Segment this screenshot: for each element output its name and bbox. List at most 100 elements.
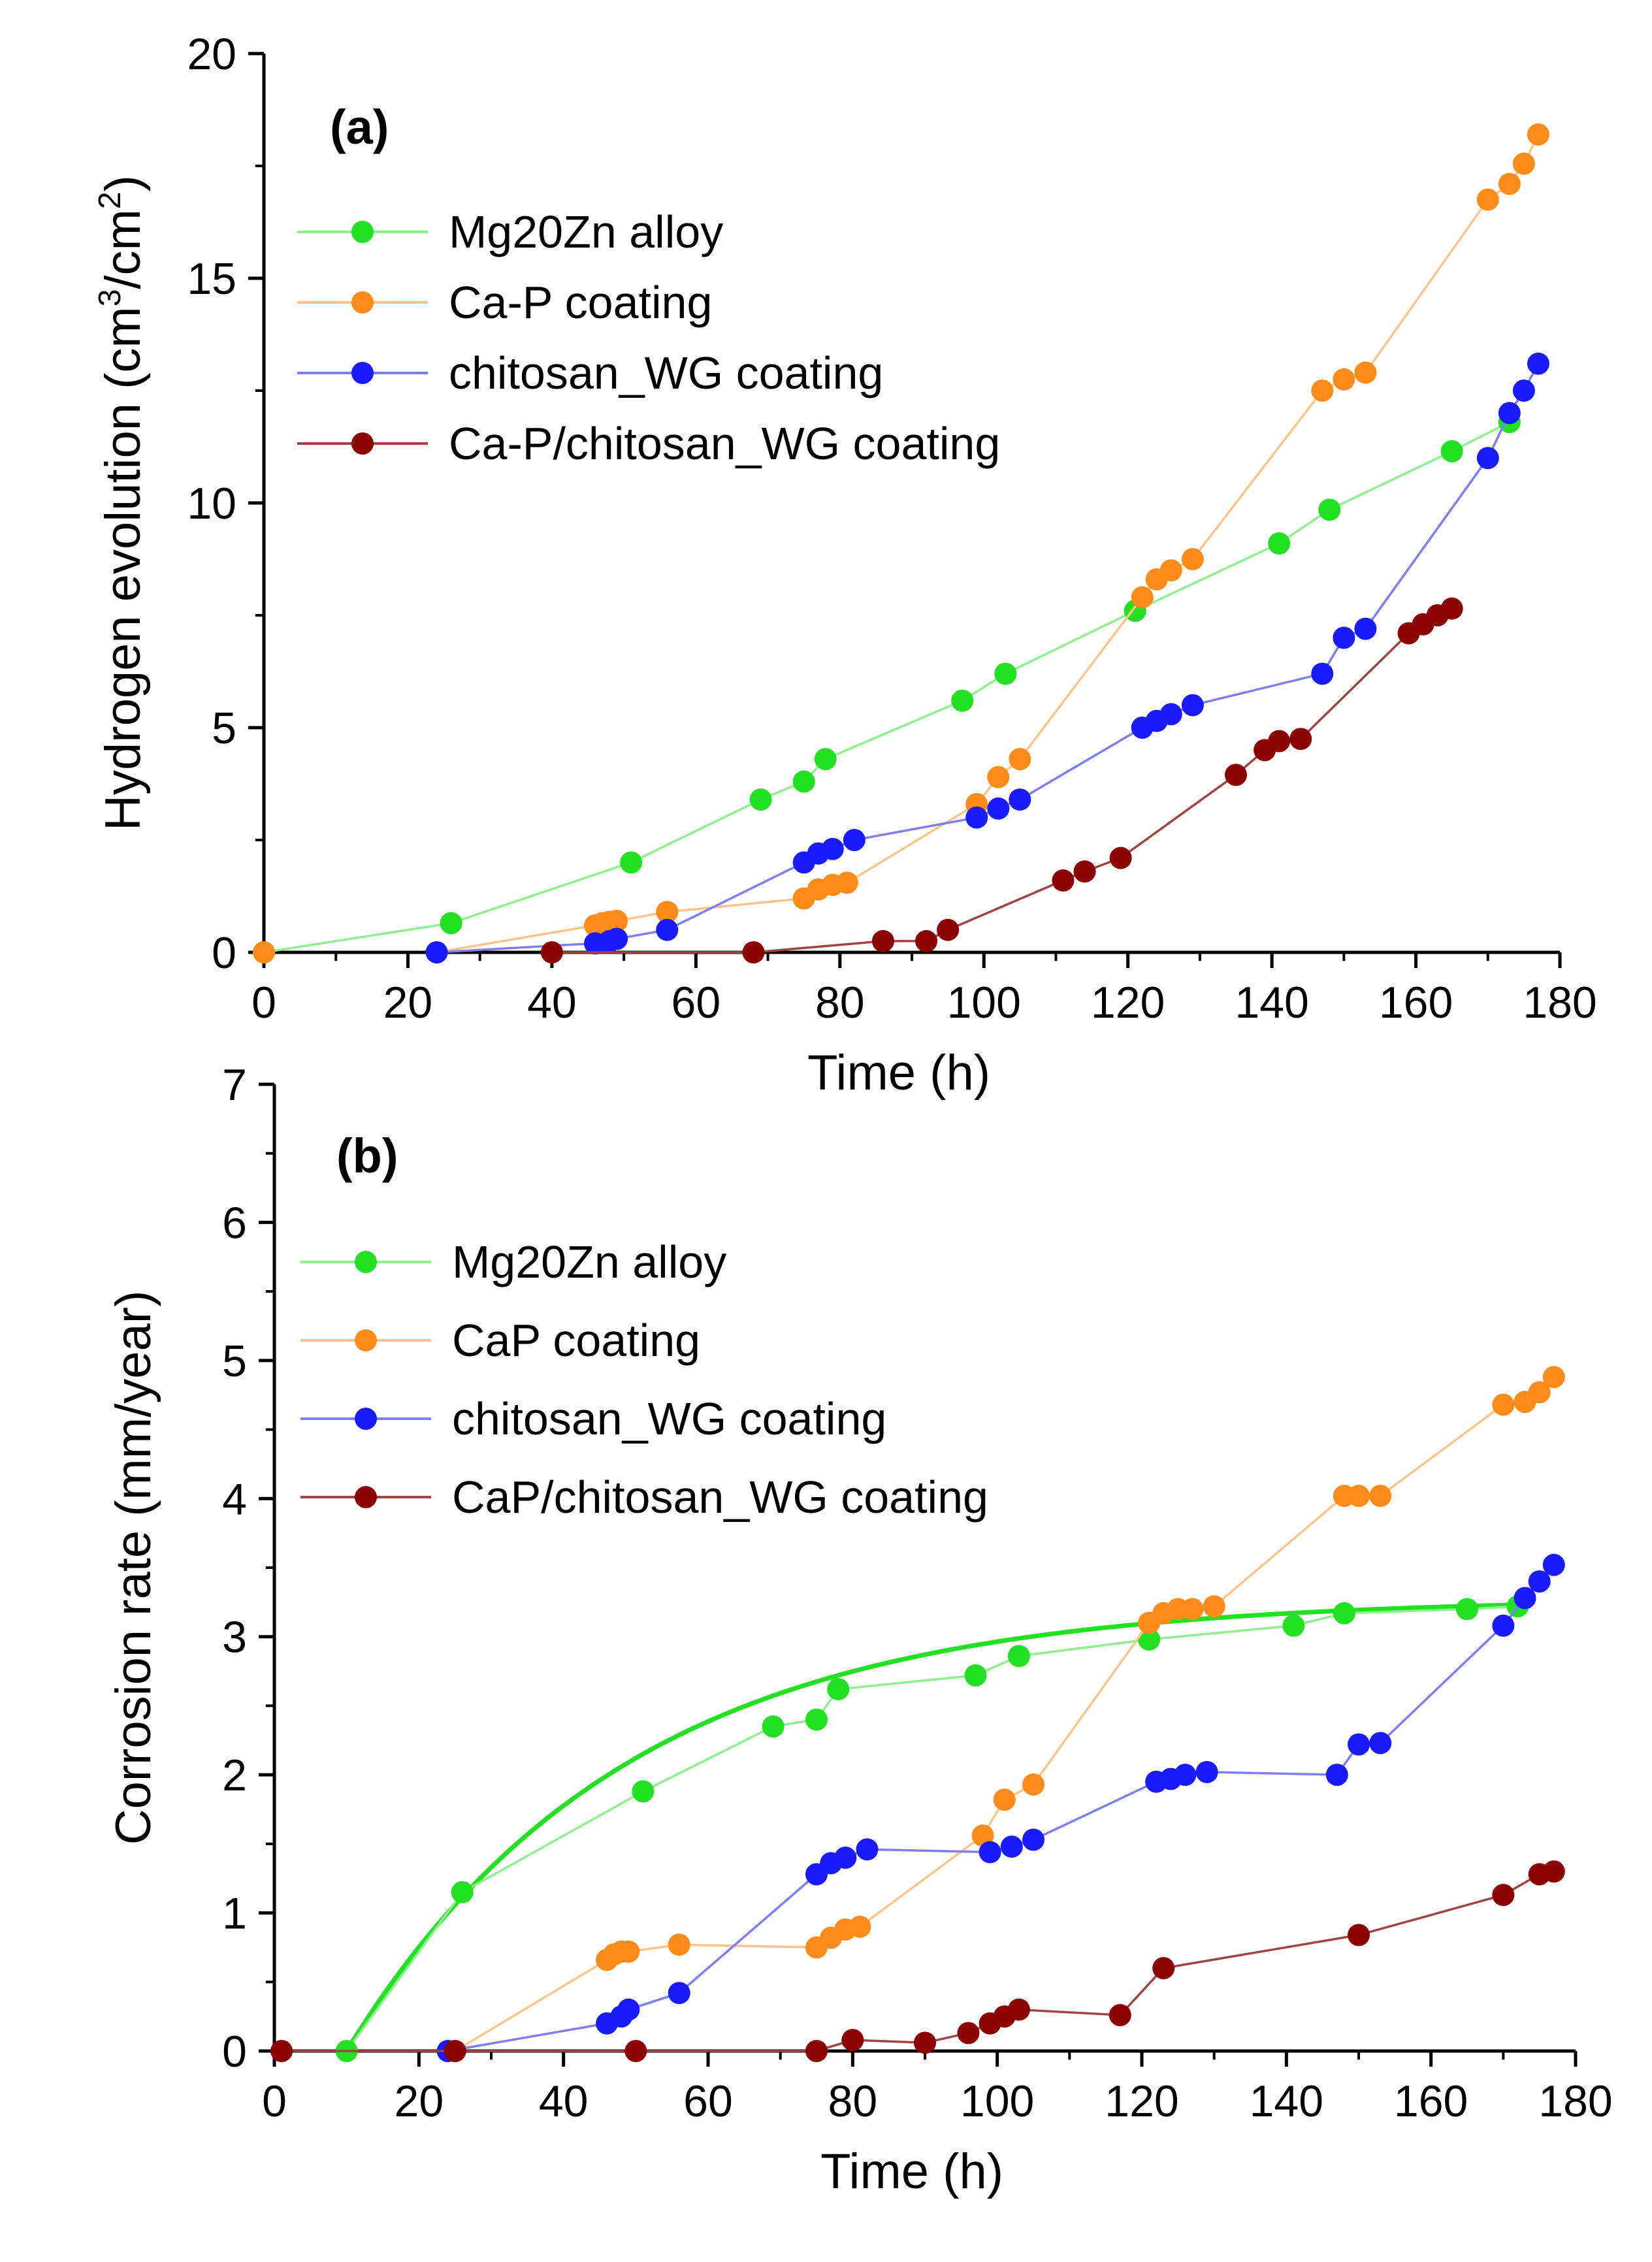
data-point [1369, 1732, 1392, 1754]
series-ca-p-chitosan-wg-coating [540, 597, 1463, 963]
legend-entry: CaP coating [300, 1315, 700, 1366]
x-tick-label: 20 [383, 978, 433, 1027]
data-point [1318, 498, 1341, 521]
data-point [965, 806, 988, 829]
data-point [821, 837, 844, 860]
x-tick-label: 60 [683, 2076, 733, 2126]
data-point [964, 1664, 987, 1687]
data-point [1542, 1366, 1565, 1389]
data-point [1440, 440, 1463, 462]
legend-label: chitosan_WG coating [449, 347, 883, 398]
data-point [656, 901, 679, 924]
data-point [994, 662, 1017, 685]
data-point [1009, 788, 1031, 811]
data-point [987, 797, 1010, 820]
legend-marker [355, 1251, 377, 1273]
series-chitosan-wg-coating [425, 352, 1549, 963]
data-point [1498, 402, 1521, 425]
legend-entry: Mg20Zn alloy [297, 206, 723, 257]
data-point [841, 2029, 864, 2052]
x-tick-label: 80 [828, 2076, 878, 2126]
data-point [871, 929, 894, 952]
legend-entry: CaP/chitosan_WG coating [300, 1472, 988, 1523]
data-point [1354, 361, 1377, 384]
data-point [827, 1678, 850, 1701]
data-point [843, 829, 866, 851]
data-point [1181, 1598, 1204, 1621]
y-tick-label: 5 [212, 703, 236, 753]
panel-label: (b) [336, 1129, 398, 1183]
x-tick-label: 40 [527, 978, 577, 1027]
data-point [617, 1998, 640, 2021]
legend-marker [351, 362, 374, 384]
data-point [1354, 617, 1377, 640]
data-point [620, 851, 643, 874]
data-point [957, 2022, 980, 2044]
data-point [1492, 1884, 1515, 1907]
data-point [253, 941, 275, 963]
data-point [835, 871, 858, 894]
panel-b-corrosion-rate: 0 20 40 60 80 100 120 140 160 180 0 1 2 3 4 5 6 7 Time (h)… [106, 1060, 1613, 2199]
data-point [1073, 860, 1096, 883]
legend-entry: chitosan_WG coating [297, 347, 883, 398]
data-point [1492, 1393, 1515, 1416]
data-point [1528, 1570, 1551, 1593]
y-tick-label: 3 [222, 1613, 247, 1662]
data-point [792, 770, 815, 793]
data-point [1282, 1614, 1305, 1637]
data-point [1512, 152, 1535, 175]
data-point [1152, 1957, 1175, 1980]
data-point [1159, 559, 1182, 582]
data-point [914, 2031, 936, 2054]
panel-a-hydrogen-evolution: 0 20 40 60 80 100 120 140 160 180 0 5 10 15 20 Time (h)… [93, 29, 1597, 1101]
x-tick-label: 120 [1091, 978, 1165, 1027]
data-point [749, 788, 772, 811]
series-mg20zn-alloy [335, 1595, 1529, 2062]
y-tick-label: 0 [212, 928, 236, 978]
legend-marker [355, 1329, 377, 1351]
data-point [1311, 662, 1334, 685]
data-point [762, 1715, 785, 1738]
data-point [1542, 1860, 1565, 1883]
data-point [1181, 694, 1204, 717]
data-point [1159, 703, 1182, 726]
x-tick-label: 140 [1235, 978, 1308, 1027]
data-point [624, 2040, 647, 2062]
data-point [1022, 1773, 1045, 1796]
x-tick-label: 20 [395, 2076, 444, 2126]
fit-curve-mg20zn [344, 1602, 1518, 2052]
data-point [834, 1847, 857, 1869]
data-point [1333, 368, 1355, 391]
legend-label: Ca-P/chitosan_WG coating [449, 418, 1000, 469]
data-point [1131, 586, 1154, 609]
data-point [1476, 447, 1499, 470]
data-point [1527, 352, 1549, 375]
x-tick-label: 180 [1523, 978, 1596, 1027]
data-point [1333, 1602, 1355, 1624]
data-point [1311, 380, 1334, 402]
data-point [1369, 1485, 1392, 1508]
legend-label: Ca-P coating [449, 277, 712, 328]
legend-label: chitosan_WG coating [452, 1393, 886, 1444]
data-point [993, 1788, 1016, 1811]
data-point [1528, 1381, 1551, 1404]
x-tick-label: 80 [815, 978, 865, 1027]
x-axis-title: Time (h) [807, 1045, 990, 1101]
data-point [979, 1841, 1001, 1864]
data-point [849, 1915, 871, 1938]
x-tick-label: 160 [1394, 2076, 1468, 2126]
y-tick-label: 15 [187, 254, 236, 304]
data-point [1542, 1553, 1565, 1576]
data-point [1348, 1733, 1370, 1756]
data-point [1348, 1485, 1370, 1508]
legend-label: Mg20Zn alloy [449, 206, 723, 257]
y-tick-label: 10 [187, 479, 236, 528]
data-point [1007, 1998, 1030, 2021]
x-tick-label: 100 [960, 2076, 1034, 2126]
data-point [1476, 188, 1499, 211]
data-point [1440, 597, 1463, 620]
data-point [632, 1780, 655, 1803]
y-tick-label: 2 [222, 1751, 247, 1800]
data-point [1138, 1628, 1161, 1651]
